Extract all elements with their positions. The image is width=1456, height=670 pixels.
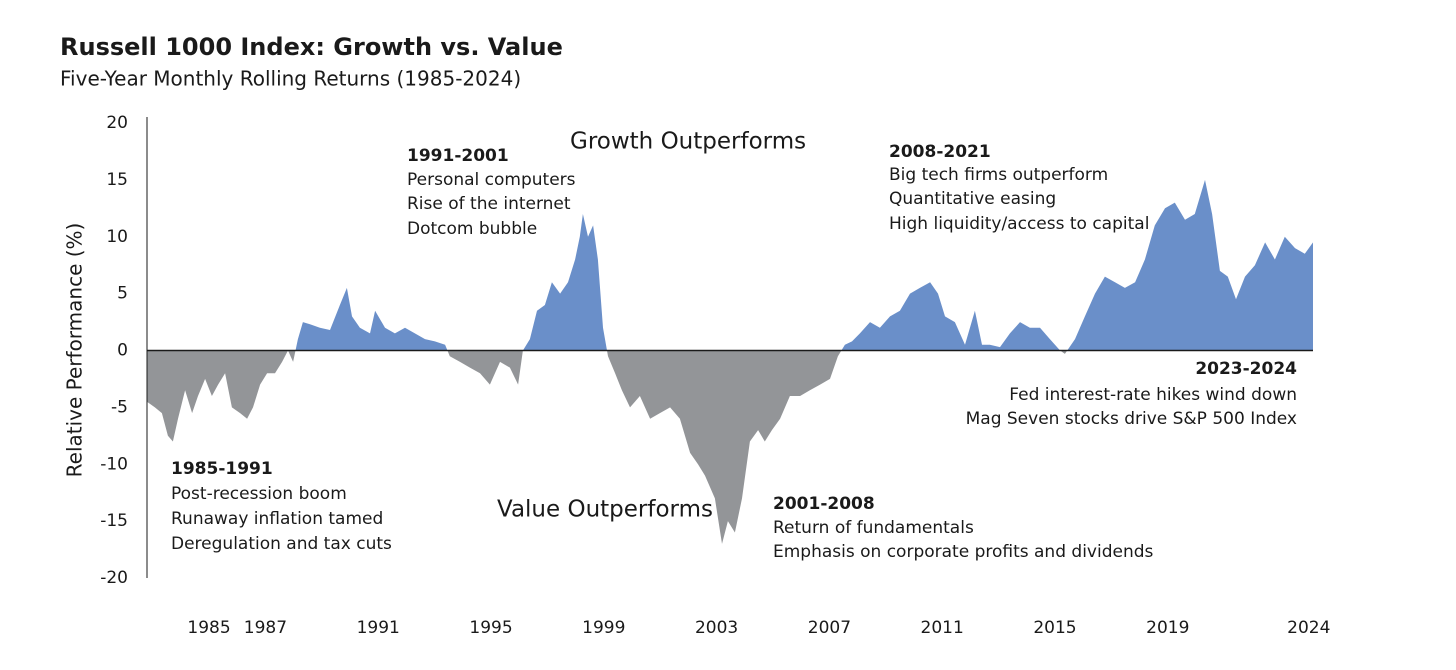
annotation-title: 2023-2024 xyxy=(1195,359,1297,379)
y-axis-label: Relative Performance (%) xyxy=(63,223,87,478)
x-tick-label: 1987 xyxy=(244,618,287,638)
region-label: Value Outperforms xyxy=(497,497,713,523)
y-tick-label: -10 xyxy=(100,454,128,474)
annotation-line: Return of fundamentals xyxy=(773,518,974,538)
annotation-line: Fed interest-rate hikes wind down xyxy=(1009,385,1297,405)
annotation-line: Post-recession boom xyxy=(171,484,347,504)
annotation: 1991-2001 Personal computers Rise of the… xyxy=(407,146,576,239)
annotation-line: Rise of the internet xyxy=(407,194,571,214)
area-negative xyxy=(147,350,1313,544)
annotation-line: Emphasis on corporate profits and divide… xyxy=(773,542,1154,562)
x-tick-label: 2024 xyxy=(1287,618,1330,638)
annotation-line: Quantitative easing xyxy=(889,189,1056,209)
y-tick-label: -5 xyxy=(111,397,128,417)
x-tick-label: 1995 xyxy=(469,618,512,638)
chart-title: Russell 1000 Index: Growth vs. Value xyxy=(60,33,563,61)
annotation-line: Personal computers xyxy=(407,170,576,190)
annotation: 2001-2008 Return of fundamentals Emphasi… xyxy=(773,494,1154,562)
annotation: 1985-1991 Post-recession boom Runaway in… xyxy=(171,459,392,554)
annotation-line: Runaway inflation tamed xyxy=(171,509,383,529)
annotation-title: 1991-2001 xyxy=(407,146,509,166)
annotation-title: 2008-2021 xyxy=(889,142,991,162)
annotation-line: High liquidity/access to capital xyxy=(889,214,1149,234)
region-label: Growth Outperforms xyxy=(570,129,806,155)
x-tick-label: 1991 xyxy=(357,618,400,638)
annotation: 2023-2024 Fed interest-rate hikes wind d… xyxy=(966,359,1298,429)
annotation-line: Big tech firms outperform xyxy=(889,165,1108,185)
y-tick-label: 5 xyxy=(117,284,128,304)
annotation-line: Deregulation and tax cuts xyxy=(171,534,392,554)
y-tick-label: 15 xyxy=(106,170,128,190)
x-tick-label: 2003 xyxy=(695,618,738,638)
y-tick-label: 10 xyxy=(106,227,128,247)
area-positive xyxy=(147,179,1313,351)
x-tick-label: 2011 xyxy=(921,618,964,638)
annotation-line: Dotcom bubble xyxy=(407,219,537,239)
annotation: 2008-2021 Big tech firms outperform Quan… xyxy=(889,142,1149,234)
annotation-title: 2001-2008 xyxy=(773,494,875,514)
y-tick-label: 20 xyxy=(106,113,128,133)
y-tick-label: 0 xyxy=(117,341,128,361)
x-tick-label: 2007 xyxy=(808,618,851,638)
x-tick-label: 2019 xyxy=(1146,618,1189,638)
y-tick-label: -20 xyxy=(100,568,128,588)
y-tick-label: -15 xyxy=(100,511,128,531)
annotation-title: 1985-1991 xyxy=(171,459,273,479)
annotation-line: Mag Seven stocks drive S&P 500 Index xyxy=(966,409,1297,429)
x-tick-label: 1999 xyxy=(582,618,625,638)
x-tick-label: 1985 xyxy=(187,618,230,638)
chart-subtitle: Five-Year Monthly Rolling Returns (1985-… xyxy=(60,67,521,91)
x-tick-label: 2015 xyxy=(1033,618,1076,638)
